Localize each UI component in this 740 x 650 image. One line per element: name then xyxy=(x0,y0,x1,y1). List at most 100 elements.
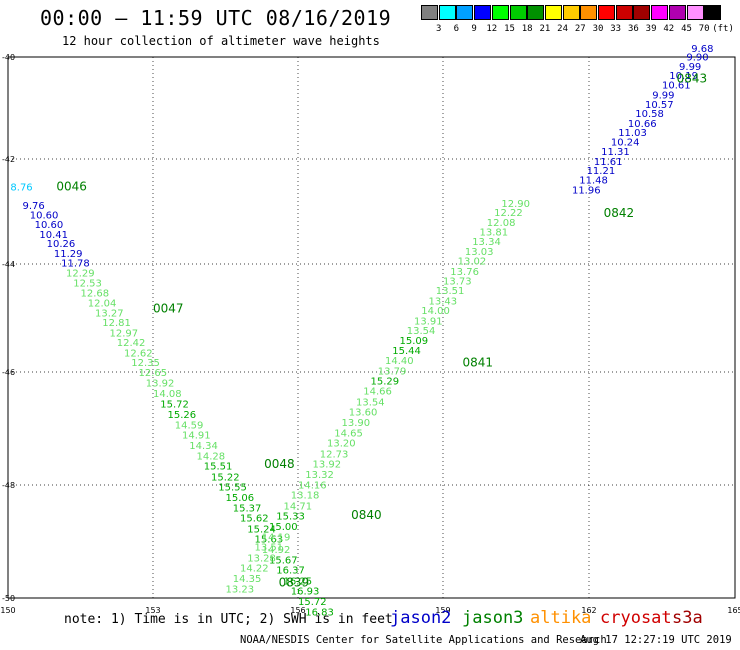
legend-swatch xyxy=(491,5,509,20)
satellite-legend-item: jason3 xyxy=(462,608,524,628)
swh-value-label: 13.34 xyxy=(472,237,501,248)
satellite-legend-item: jason2 xyxy=(390,608,452,628)
time-label: 0843 xyxy=(677,72,708,86)
legend-label: 33 xyxy=(610,24,622,34)
swh-value-label: 10.26 xyxy=(47,239,76,250)
swh-value-label: 12.81 xyxy=(102,318,131,329)
legend-label: 24 xyxy=(557,24,569,34)
swh-value-label: 11.61 xyxy=(594,157,623,168)
y-tick-label: -46 xyxy=(2,368,15,377)
swh-value-label: 11.03 xyxy=(618,128,647,139)
swh-value-label: 14.34 xyxy=(189,441,218,452)
swh-value-label: 9.68 xyxy=(691,44,713,55)
swh-value-label: 12.04 xyxy=(88,299,117,310)
swh-value-label: 14.59 xyxy=(175,421,204,432)
satellite-legend-item: altika xyxy=(530,608,592,628)
swh-value-label: 13.76 xyxy=(450,267,479,278)
swh-value-label: 11.31 xyxy=(601,147,630,158)
swh-value-label: 10.41 xyxy=(39,230,68,241)
swh-value-label: 15.09 xyxy=(400,336,429,347)
legend-label: 12 xyxy=(486,24,498,34)
swh-value-label: 15.55 xyxy=(218,483,247,494)
swh-value-label: 13.79 xyxy=(378,366,407,377)
swh-value-label: 12.90 xyxy=(501,199,530,210)
legend-swatch xyxy=(580,5,598,20)
swh-value-label: 12.68 xyxy=(81,288,110,299)
legend-swatch xyxy=(615,5,633,20)
swh-value-label: 14.66 xyxy=(363,387,392,398)
swh-value-label: 13.92 xyxy=(146,379,175,390)
swh-value-label: 13.03 xyxy=(465,247,494,258)
swh-value-label: 15.67 xyxy=(269,556,298,567)
swh-value-label: 15.72 xyxy=(298,597,327,608)
legend-label: 42 xyxy=(663,24,675,34)
legend-swatch xyxy=(704,5,722,20)
units-note: note: 1) Time is in UTC; 2) SWH is in fe… xyxy=(64,612,393,627)
legend-label: 3 xyxy=(435,24,442,34)
swh-value-label: 16.25 xyxy=(284,576,313,587)
legend-swatch xyxy=(633,5,651,20)
x-tick-label: 156 xyxy=(290,606,305,615)
legend-swatch xyxy=(668,5,686,20)
swh-value-label: 16.37 xyxy=(276,566,305,577)
x-tick-label: 153 xyxy=(145,606,160,615)
legend-label: 15 xyxy=(504,24,515,34)
footer-credit: NOAA/NESDIS Center for Satellite Applica… xyxy=(240,634,607,646)
legend-label: 30 xyxy=(592,24,604,34)
swh-value-label: 13.51 xyxy=(436,286,465,297)
swh-value-label: 12.97 xyxy=(110,328,139,339)
swh-value-label: 14.19 xyxy=(262,532,291,543)
chart-title: 00:00 – 11:59 UTC 08/16/2019 xyxy=(40,6,392,30)
swh-value-label: 15.26 xyxy=(168,410,197,421)
swh-value-label: 13.54 xyxy=(407,326,436,337)
time-label: 0046 xyxy=(56,180,87,194)
swh-value-label: 10.61 xyxy=(662,81,691,92)
swh-value-label: 13.23 xyxy=(226,584,255,595)
swh-value-label: 13.92 xyxy=(313,459,342,470)
swh-value-label: 11.21 xyxy=(587,166,616,177)
swh-value-label: 10.19 xyxy=(669,71,698,82)
swh-value-label: 12.65 xyxy=(139,368,168,379)
swh-value-label: 8.76 xyxy=(10,183,32,194)
time-label: 0842 xyxy=(604,206,635,220)
swh-value-label: 13.02 xyxy=(458,257,487,268)
time-label: 0840 xyxy=(351,508,382,522)
swh-value-label: 11.96 xyxy=(572,186,601,197)
swh-value-label: 13.73 xyxy=(443,277,472,288)
swh-value-label: 12.53 xyxy=(73,279,102,290)
legend-label: 36 xyxy=(627,24,639,34)
swh-value-label: 14.08 xyxy=(153,389,182,400)
swh-value-label: 14.40 xyxy=(385,356,414,367)
swh-value-label: 15.24 xyxy=(247,524,276,535)
swh-value-label: 13.18 xyxy=(291,491,320,502)
swh-value-label: 10.24 xyxy=(611,138,640,149)
legend-swatch xyxy=(544,5,562,20)
swh-value-label: 13.90 xyxy=(342,418,371,429)
swh-value-label: 15.33 xyxy=(276,511,305,522)
swh-value-label: 11.29 xyxy=(54,249,83,260)
x-tick-label: 162 xyxy=(581,606,596,615)
x-tick-label: 165 xyxy=(727,606,740,615)
legend-swatch xyxy=(474,5,492,20)
swh-value-label: 14.71 xyxy=(284,501,313,512)
swh-value-label: 12.08 xyxy=(487,218,516,229)
legend-label: 9 xyxy=(471,24,477,34)
generated-timestamp: Aug 17 12:27:19 UTC 2019 xyxy=(580,634,732,646)
swh-value-label: 14.28 xyxy=(197,452,226,463)
swh-value-label: 10.60 xyxy=(35,220,64,231)
legend-label: 6 xyxy=(453,24,460,34)
legend-label: 27 xyxy=(574,24,586,34)
swh-value-label: 14.16 xyxy=(298,480,327,491)
legend-swatch xyxy=(456,5,474,20)
y-tick-label: -50 xyxy=(2,594,15,603)
swh-value-label: 12.42 xyxy=(117,338,146,349)
swh-value-label: 13.81 xyxy=(480,228,509,239)
swh-value-label: 10.57 xyxy=(645,100,674,111)
swh-value-label: 15.29 xyxy=(371,376,400,387)
swh-value-label: 14.00 xyxy=(421,306,450,317)
legend-label: 21 xyxy=(539,24,551,34)
legend-label: 45 xyxy=(681,24,692,34)
swh-value-label: 12.29 xyxy=(66,268,95,279)
swh-value-label: 12.22 xyxy=(494,208,523,219)
